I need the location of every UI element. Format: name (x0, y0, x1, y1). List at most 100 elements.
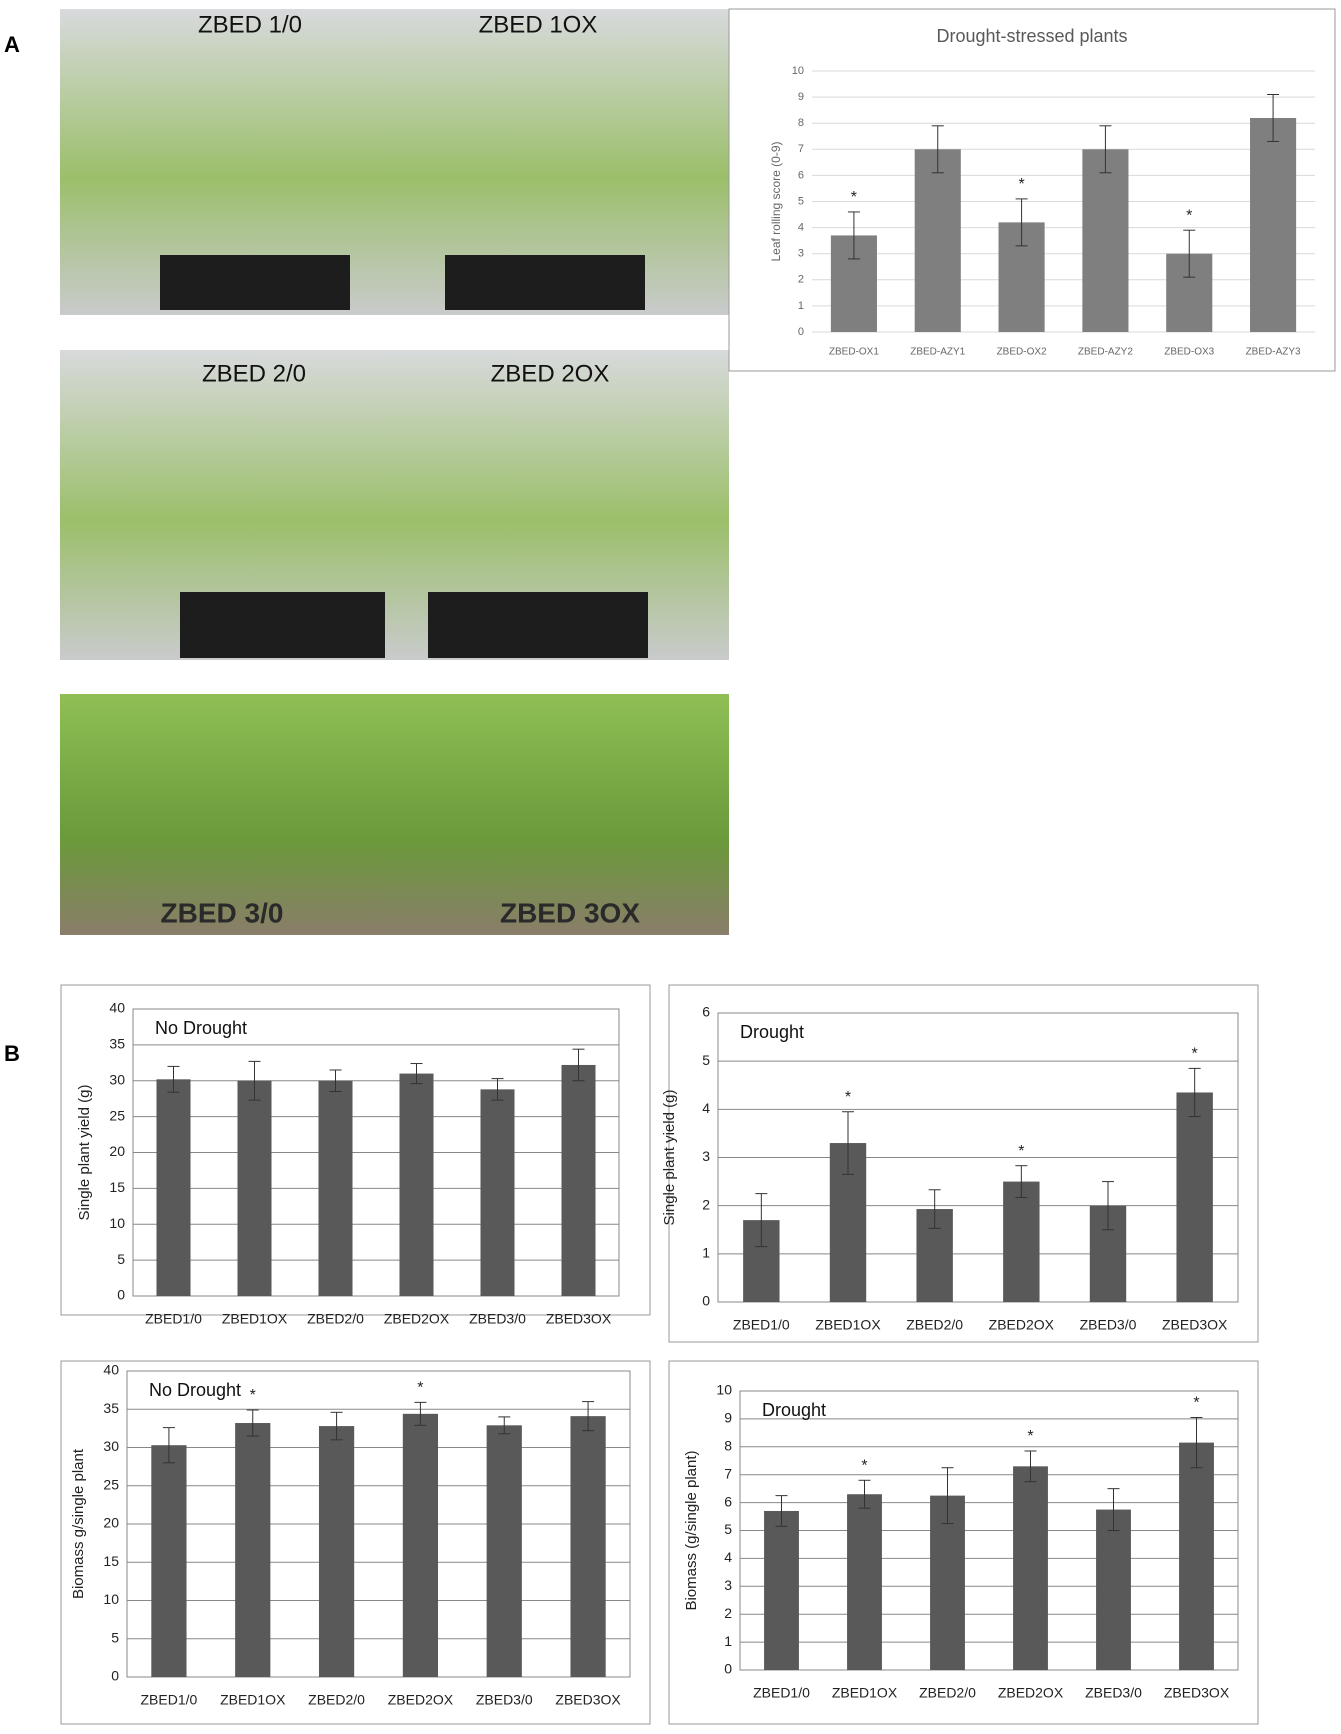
y-tick-label: 9 (724, 1410, 732, 1426)
x-tick-label: ZBED3/0 (476, 1692, 533, 1708)
x-tick-label: ZBED2OX (384, 1311, 450, 1327)
error-bar (1102, 1181, 1114, 1231)
panel-label: B (4, 1041, 20, 1066)
y-tick-label: 10 (792, 65, 804, 77)
error-bar (582, 1401, 595, 1432)
x-tick-label: ZBED3OX (1164, 1685, 1230, 1701)
bar (1179, 1442, 1214, 1670)
error-bar (414, 1401, 427, 1426)
y-tick-label: 6 (724, 1493, 732, 1509)
x-tick-label: ZBED1/0 (753, 1685, 810, 1701)
x-tick-label: ZBED2/0 (919, 1685, 976, 1701)
chart-frame (60, 1360, 651, 1725)
photo-label: ZBED 2OX (491, 360, 610, 387)
x-tick-label: ZBED-OX2 (997, 347, 1047, 358)
y-tick-label: 2 (798, 274, 804, 286)
error-bar (1188, 1067, 1201, 1118)
x-tick-label: ZBED-AZY3 (1246, 347, 1301, 358)
y-tick-label: 15 (109, 1179, 125, 1195)
y-tick-label: 10 (109, 1215, 125, 1231)
y-tick-label: 8 (724, 1438, 732, 1454)
error-bar (248, 1060, 261, 1101)
photo-label: ZBED 1OX (479, 11, 598, 38)
y-axis-label: Biomass (g/single plant) (683, 1450, 700, 1610)
x-tick-label: ZBED3/0 (1080, 1317, 1137, 1333)
annotation: No Drought (155, 1018, 247, 1038)
significance-label: * (1018, 176, 1024, 193)
pots (445, 255, 645, 310)
error-bar (329, 1069, 342, 1093)
bar (1176, 1092, 1213, 1302)
y-tick-label: 6 (702, 1004, 710, 1020)
bar (847, 1494, 882, 1670)
error-bar (1183, 229, 1196, 278)
pots (180, 592, 385, 658)
y-tick-label: 6 (798, 169, 804, 181)
y-tick-label: 7 (724, 1465, 732, 1481)
y-tick-label: 30 (109, 1071, 125, 1087)
x-tick-label: ZBED2/0 (906, 1317, 963, 1333)
bar (318, 1426, 355, 1677)
y-axis-label: Single plant yield (g) (76, 1085, 93, 1221)
y-tick-label: 5 (117, 1251, 125, 1267)
pots (160, 255, 350, 310)
bar (914, 149, 961, 332)
photo-label: ZBED 1/0 (198, 11, 302, 38)
x-tick-label: ZBED1/0 (141, 1692, 198, 1708)
bar (237, 1080, 272, 1296)
significance-label: * (861, 1457, 867, 1474)
y-tick-label: 0 (111, 1668, 119, 1684)
x-tick-label: ZBED2OX (998, 1685, 1064, 1701)
annotation: No Drought (149, 1380, 241, 1400)
y-tick-label: 2 (724, 1605, 732, 1621)
significance-label: * (1018, 1143, 1024, 1160)
y-tick-label: 7 (798, 143, 804, 155)
y-tick-label: 0 (117, 1287, 125, 1303)
y-tick-label: 1 (724, 1633, 732, 1649)
error-bar (1015, 1165, 1028, 1198)
error-bar (1107, 1488, 1120, 1531)
chart-title: Drought-stressed plants (936, 26, 1127, 46)
error-bar (330, 1411, 343, 1441)
bar (1096, 1509, 1131, 1670)
error-bar (572, 1048, 585, 1082)
bar (764, 1510, 799, 1670)
bar (318, 1080, 353, 1296)
y-tick-label: 4 (798, 222, 804, 234)
y-tick-label: 5 (111, 1629, 119, 1645)
x-tick-label: ZBED3OX (555, 1692, 621, 1708)
error-bar (941, 1467, 954, 1525)
significance-label: * (851, 189, 857, 206)
x-tick-label: ZBED1OX (222, 1311, 288, 1327)
bar (486, 1425, 522, 1677)
x-tick-label: ZBED2OX (388, 1692, 454, 1708)
y-tick-label: 35 (109, 1036, 125, 1052)
x-tick-label: ZBED2/0 (307, 1311, 364, 1327)
significance-label: * (417, 1380, 423, 1397)
bar (1250, 117, 1297, 332)
error-bar (491, 1078, 504, 1101)
y-tick-label: 5 (724, 1521, 732, 1537)
bar (480, 1089, 515, 1296)
error-bar (775, 1495, 788, 1527)
y-tick-label: 3 (702, 1148, 710, 1164)
x-tick-label: ZBED3/0 (1085, 1685, 1142, 1701)
significance-label: * (1192, 1046, 1198, 1063)
x-tick-label: ZBED2OX (989, 1317, 1055, 1333)
x-tick-label: ZBED1OX (815, 1317, 881, 1333)
y-tick-label: 1 (798, 300, 804, 312)
error-bar (167, 1065, 180, 1093)
y-tick-label: 3 (798, 248, 804, 260)
y-tick-label: 25 (109, 1107, 125, 1123)
bar (1003, 1181, 1040, 1302)
x-tick-label: ZBED2/0 (308, 1692, 365, 1708)
y-tick-label: 20 (103, 1515, 119, 1531)
significance-label: * (1027, 1428, 1033, 1445)
y-tick-label: 10 (716, 1382, 732, 1398)
photo-label: ZBED 3/0 (161, 897, 284, 928)
y-tick-label: 20 (109, 1143, 125, 1159)
x-tick-label: ZBED-AZY2 (1078, 347, 1133, 358)
x-tick-label: ZBED3OX (546, 1311, 612, 1327)
error-bar (1015, 198, 1028, 247)
